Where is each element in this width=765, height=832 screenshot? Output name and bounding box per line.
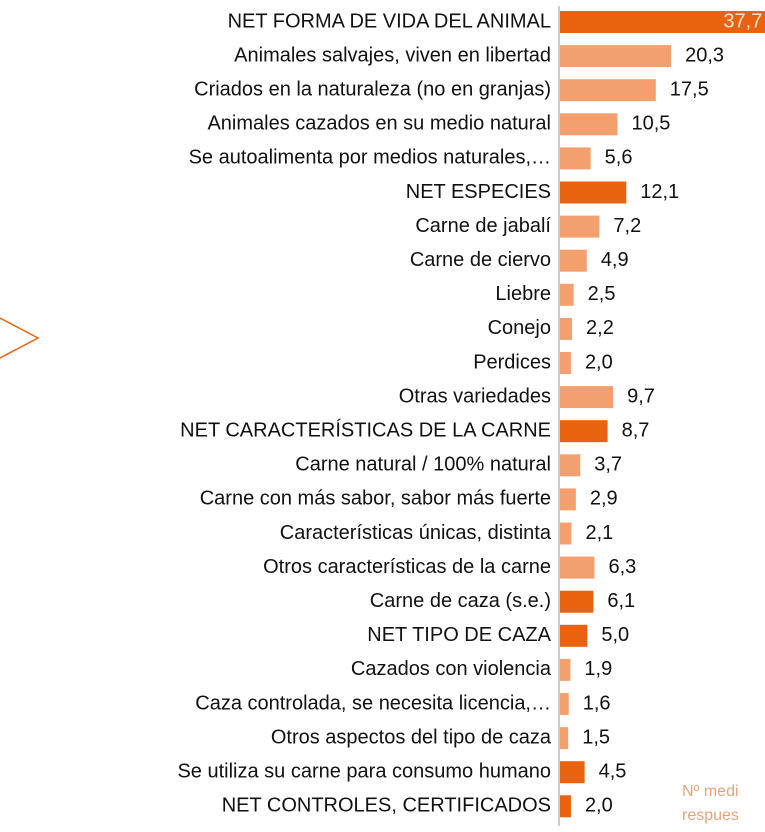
value-label: 5,6: [605, 147, 633, 169]
category-label: Animales salvajes, viven en libertad: [234, 44, 551, 66]
bar: [560, 795, 571, 818]
bar: [560, 283, 574, 306]
bar: [560, 317, 573, 340]
category-label: NET CARACTERÍSTICAS DE LA CARNE: [180, 418, 551, 441]
bar: [560, 79, 656, 102]
category-label: Otros aspectos del tipo de caza: [271, 726, 552, 748]
bar: [560, 761, 585, 784]
value-label: 10,5: [631, 113, 670, 135]
value-label: 5,0: [601, 624, 629, 646]
annotation: respues: [682, 807, 739, 824]
category-label: NET FORMA DE VIDA DEL ANIMAL: [228, 10, 551, 32]
category-label: Perdices: [473, 351, 551, 373]
bar: [560, 352, 571, 374]
value-label: 3,7: [594, 454, 622, 476]
value-label: 4,9: [601, 249, 629, 271]
bar: [560, 590, 594, 613]
value-label: 2,0: [585, 795, 613, 817]
value-label: 17,5: [670, 78, 709, 100]
category-label: Criados en la naturaleza (no en granjas): [194, 78, 551, 100]
bar: [560, 181, 627, 204]
bar: [560, 45, 672, 68]
bar: [560, 11, 765, 33]
category-label: Carne natural / 100% natural: [295, 454, 551, 476]
value-label: 2,0: [585, 351, 613, 373]
bar: [560, 386, 614, 409]
bar: [560, 693, 569, 715]
bar: [560, 624, 588, 647]
category-label: Cazados con violencia: [351, 658, 552, 680]
value-label: 2,5: [588, 283, 616, 305]
value-label: 20,3: [685, 44, 724, 66]
category-label: Caza controlada, se necesita licencia,…: [195, 692, 551, 714]
category-label: NET ESPECIES: [406, 181, 551, 203]
bar: [560, 454, 581, 477]
value-label: 1,9: [584, 658, 612, 680]
bar: [560, 420, 608, 443]
category-label: Características únicas, distinta: [280, 522, 552, 544]
bar: [560, 215, 600, 238]
value-label: 2,2: [586, 317, 614, 339]
category-label: Liebre: [495, 283, 551, 305]
bar: [560, 658, 571, 681]
value-label: 12,1: [640, 181, 679, 203]
value-label: 7,2: [613, 215, 641, 237]
bar: [560, 488, 576, 511]
bar: [560, 727, 569, 750]
value-label: 6,3: [608, 556, 636, 578]
category-label: Animales cazados en su medio natural: [207, 113, 551, 135]
category-label: Carne con más sabor, sabor más fuerte: [200, 488, 551, 510]
category-label: NET CONTROLES, CERTIFICADOS: [222, 795, 551, 817]
bar: [560, 249, 587, 272]
category-label: Otros características de la carne: [263, 556, 551, 578]
bar: [560, 556, 595, 579]
bar: [560, 113, 618, 136]
category-label: Conejo: [488, 317, 551, 339]
category-label: Se utiliza su carne para consumo humano: [177, 760, 551, 782]
value-label: 1,6: [583, 692, 611, 714]
category-label: Carne de ciervo: [410, 249, 551, 271]
category-label: Otras variedades: [399, 385, 551, 407]
category-label: Carne de caza (s.e.): [370, 590, 551, 612]
bar: [560, 522, 572, 545]
category-label: NET TIPO DE CAZA: [367, 624, 551, 646]
value-label: 4,5: [599, 760, 627, 782]
bar: [560, 147, 591, 170]
value-label: 9,7: [627, 385, 655, 407]
category-label: Se autoalimenta por medios naturales,…: [189, 147, 551, 169]
value-label: 6,1: [607, 590, 635, 612]
annotation: Nº medi: [682, 783, 739, 800]
value-label: 2,9: [590, 488, 618, 510]
arrow-shape: [0, 317, 40, 359]
value-label: 1,5: [582, 726, 610, 748]
value-label: 2,1: [585, 522, 613, 544]
value-label: 37,7: [723, 10, 762, 32]
category-label: Carne de jabalí: [415, 215, 551, 237]
value-label: 8,7: [622, 419, 650, 441]
